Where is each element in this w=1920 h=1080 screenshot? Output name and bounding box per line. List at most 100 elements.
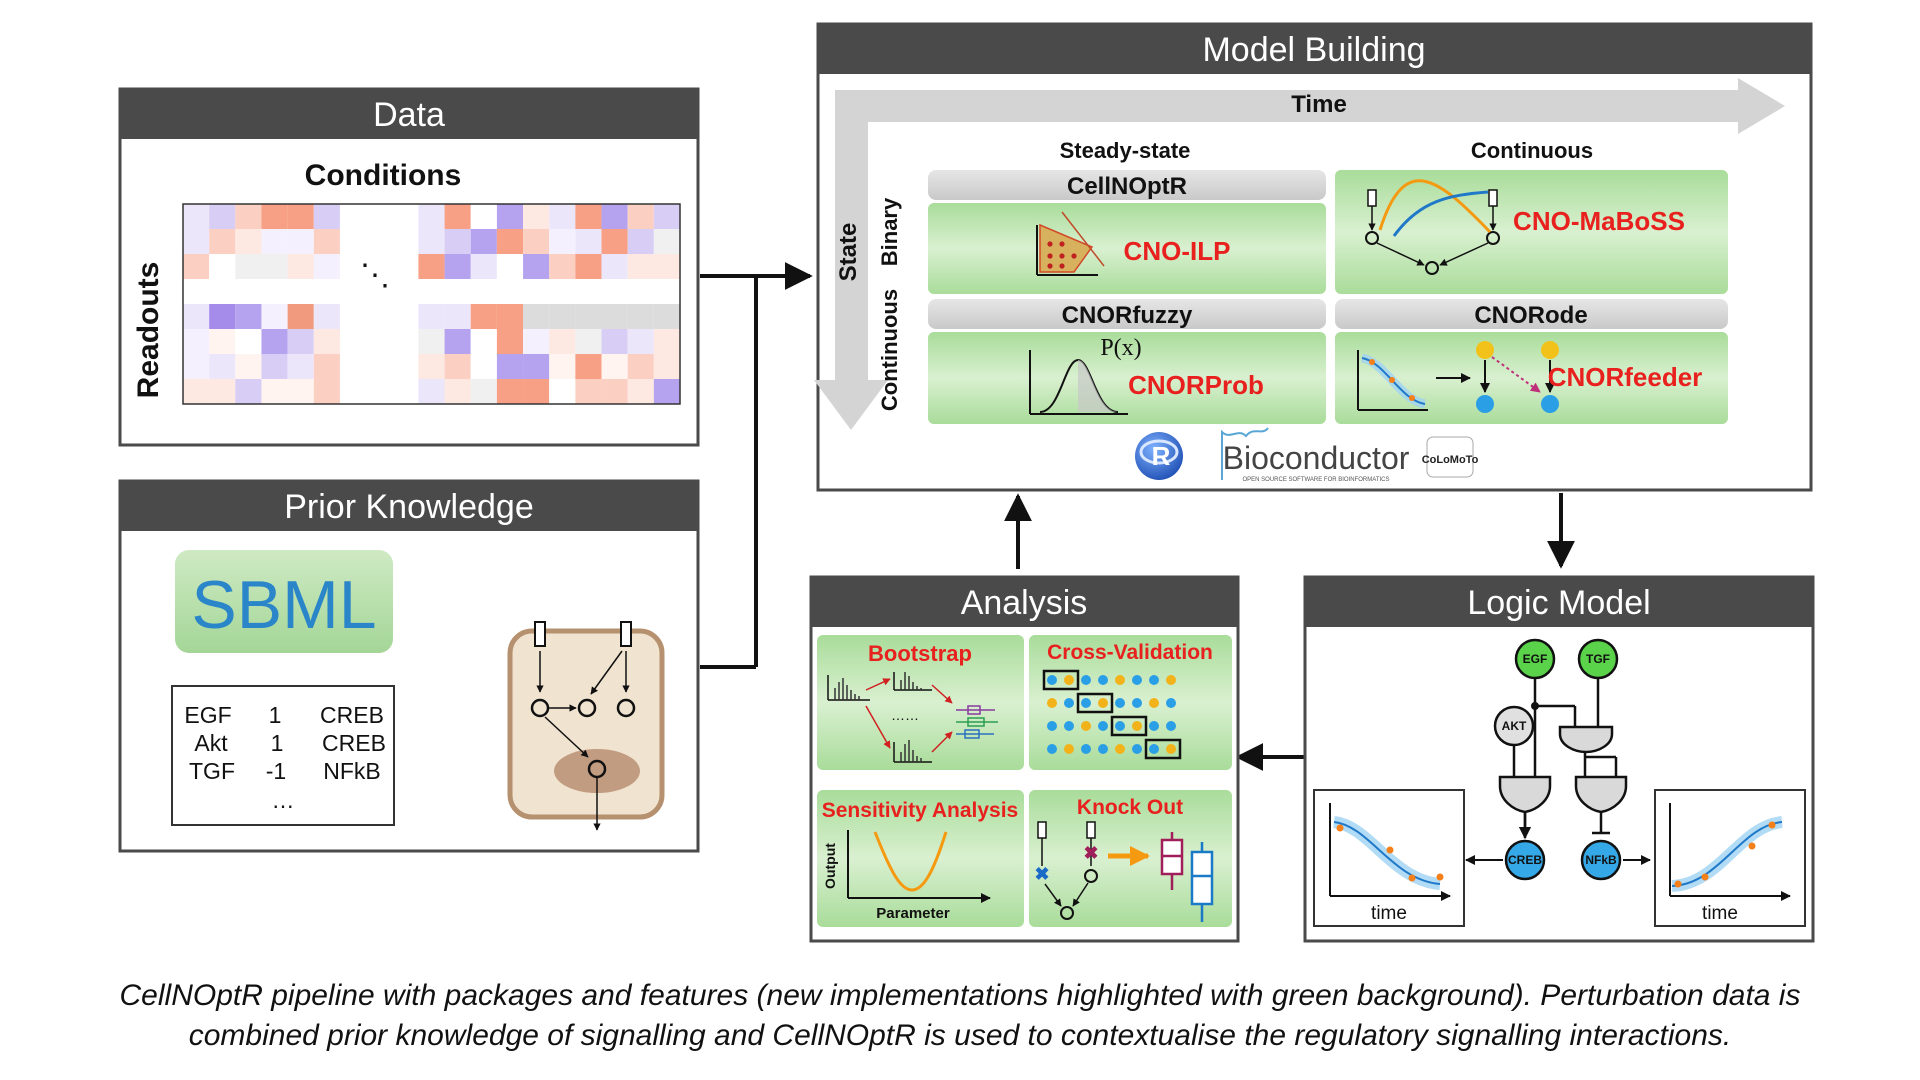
heatmap-cell	[183, 229, 210, 254]
heatmap-cell	[287, 379, 314, 404]
heatmap-cell	[339, 304, 367, 329]
heatmap-cell	[444, 254, 471, 279]
heatmap-cell	[261, 329, 288, 354]
caption-line-2: combined prior knowledge of signalling a…	[188, 1019, 1732, 1052]
heatmap-cell	[627, 229, 654, 254]
heatmap-cell	[523, 354, 550, 379]
bioconductor-logo: Bioconductor OPEN SOURCE SOFTWARE FOR BI…	[1221, 427, 1410, 483]
analysis-header	[811, 577, 1238, 627]
heatmap-cell	[235, 204, 262, 229]
heatmap-cell	[601, 254, 628, 279]
heatmap-cell	[209, 254, 236, 279]
heatmap-cell	[418, 304, 445, 329]
heatmap-cell	[209, 304, 236, 329]
heatmap-cell	[183, 354, 210, 379]
time-state-arrow	[814, 78, 1785, 430]
heatmap-cell	[313, 329, 340, 354]
heatmap-cell	[209, 354, 236, 379]
heatmap-cell	[523, 304, 550, 329]
node-akt	[1493, 705, 1535, 747]
cv-fold-box	[1144, 738, 1182, 760]
heatmap-cell	[287, 204, 314, 229]
readouts-label: Readouts	[132, 262, 165, 399]
heatmap-cell	[470, 304, 497, 329]
cellnoptr-label: CellNOptR	[1067, 173, 1187, 200]
sbml-logo: SBML	[175, 550, 393, 653]
heatmap-cell	[418, 204, 445, 229]
heatmap-cell	[575, 329, 602, 354]
heatmap-cell	[366, 304, 393, 329]
cv-dot	[1098, 698, 1108, 708]
heatmap-cell	[183, 379, 210, 404]
prior-header	[120, 481, 698, 531]
cv-dot	[1149, 721, 1159, 731]
heatmap-cell	[653, 354, 680, 379]
cv-dot	[1064, 721, 1074, 731]
data-panel: Data Conditions Readouts ⋱	[118, 87, 700, 447]
heatmap-cell	[444, 379, 471, 404]
bootstrap-illustration: ……	[827, 672, 998, 763]
heatmap-cell	[653, 329, 680, 354]
model-building-panel: Model Building Time State Binary Continu…	[814, 22, 1813, 492]
heatmap-cell	[392, 379, 419, 404]
heatmap-cell	[523, 254, 550, 279]
continuous-row-label: Continuous	[877, 289, 902, 411]
knockout-label: Knock Out	[1077, 796, 1183, 819]
heatmap-cell	[235, 354, 262, 379]
data-title: Data	[373, 96, 445, 134]
heatmap-cell	[470, 354, 497, 379]
heatmap-cell	[313, 304, 340, 329]
heatmap-cell	[627, 354, 654, 379]
heatmap-cell	[601, 354, 628, 379]
heatmap-cell	[287, 329, 314, 354]
heatmap-cell	[209, 329, 236, 354]
heatmap-cell	[627, 204, 654, 229]
cnorode-label: CNORode	[1474, 302, 1587, 329]
heatmap-cell	[339, 229, 367, 254]
heatmap-cell	[601, 304, 628, 329]
prior-knowledge-panel: Prior Knowledge SBML EGF 1 CREB Akt 1 CR…	[118, 479, 700, 853]
bootstrap-box	[817, 635, 1024, 770]
heatmap-cell	[392, 204, 419, 229]
caption-line-1: CellNOptR pipeline with packages and fea…	[119, 979, 1801, 1012]
maboss-icon	[1365, 179, 1500, 275]
analysis-panel: Analysis Bootstrap Cross-Validation Sens…	[809, 575, 1240, 943]
interaction-sign-3: -1	[266, 758, 286, 784]
conditions-label: Conditions	[305, 159, 462, 192]
sensitivity-label: Sensitivity Analysis	[822, 799, 1018, 822]
heatmap-cell	[261, 229, 288, 254]
heatmap-cell	[418, 379, 445, 404]
heatmap-cell	[523, 379, 550, 404]
cellnoptr-bar	[928, 170, 1326, 200]
heatmap-cell	[183, 304, 210, 329]
cross-validation-box	[1029, 635, 1232, 770]
node-nfkb-label: NFkB	[1585, 853, 1617, 867]
cv-dot	[1047, 744, 1057, 754]
node-egf	[1514, 638, 1556, 680]
continuous-col-label: Continuous	[1471, 138, 1593, 163]
bootstrap-label: Bootstrap	[868, 641, 972, 666]
sensitivity-box	[817, 790, 1024, 927]
heatmap-cell	[209, 229, 236, 254]
time-label-right: time	[1702, 903, 1738, 924]
heatmap-cell	[392, 354, 419, 379]
heatmap-cell	[209, 379, 236, 404]
heatmap-cell	[183, 254, 210, 279]
ilp-polytope-icon	[1036, 211, 1105, 276]
heatmap-cell	[496, 304, 524, 329]
model-title: Model Building	[1202, 31, 1425, 69]
cv-dot	[1132, 698, 1142, 708]
heatmap-frame	[182, 203, 681, 405]
heatmap-cell	[470, 229, 497, 254]
sensitivity-illustration: Output Parameter	[822, 830, 991, 922]
heatmap-cell	[261, 254, 288, 279]
heatmap-cell	[366, 329, 393, 354]
heatmap-cell	[313, 204, 340, 229]
logic-title: Logic Model	[1467, 584, 1650, 622]
and-gate-top	[1558, 725, 1614, 754]
heatmap-cell	[496, 254, 524, 279]
node-creb	[1504, 839, 1546, 881]
interaction-target-1: CREB	[320, 702, 384, 728]
heatmap-cell	[183, 329, 210, 354]
